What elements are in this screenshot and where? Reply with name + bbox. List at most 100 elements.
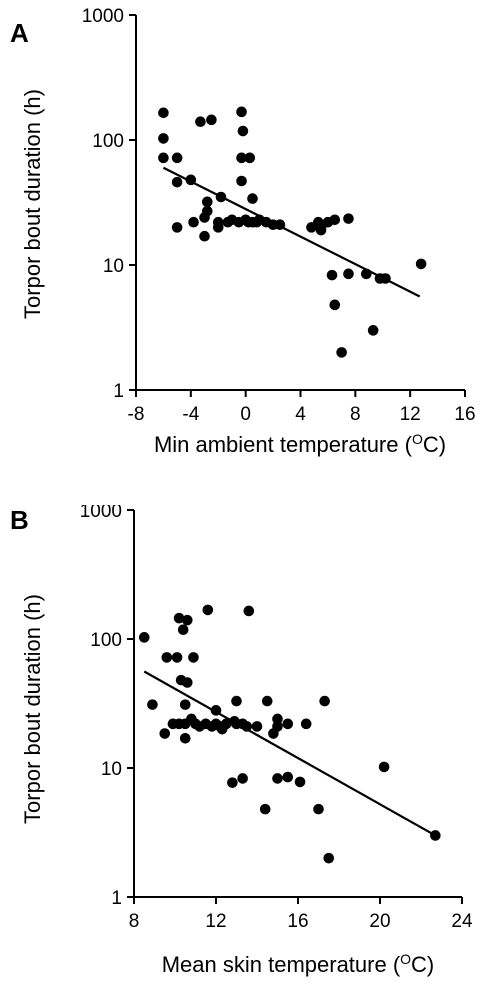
data-point [231,695,242,707]
data-point [177,624,189,636]
data-point [326,269,338,281]
y-tick-label: 10 [101,759,122,780]
data-point [182,614,193,626]
data-point [206,114,217,126]
data-point [319,695,330,707]
data-point [212,222,224,233]
data-point [236,152,247,164]
y-tick-label: 1 [111,888,122,909]
x-tick-label: 4 [295,404,306,425]
data-point [343,213,354,224]
x-axis-title-a-unit: C) [423,432,446,457]
data-point [237,773,248,784]
y-tick-label: 1000 [82,6,124,27]
data-point [236,106,247,118]
x-ticks-a: -8 -4 0 4 8 12 16 [128,390,476,425]
x-axis-title-b-text: Mean skin temperature ( [162,952,401,977]
data-point [241,721,253,732]
data-point [247,193,258,204]
trendline-b [143,670,436,837]
data-point [294,776,306,788]
data-point [300,718,312,730]
data-point [236,175,247,187]
data-point [171,176,183,188]
data-point [138,632,150,643]
x-ticks-b: 8 12 16 20 24 [129,897,473,932]
data-point [378,761,390,773]
data-point [179,699,191,710]
data-point [202,604,214,616]
data-point [199,230,210,242]
data-point [147,699,158,710]
data-point [329,214,341,226]
y-ticks-b: 1 10 100 1000 [80,505,134,909]
data-point [173,612,185,624]
y-tick-label: 10 [103,256,124,277]
x-tick-label: 24 [451,911,473,932]
data-point [430,830,441,841]
panel-label-b: B [10,505,29,535]
data-point [182,677,193,688]
trendline-line [162,166,421,298]
x-axis-title-b-degree: O [400,951,411,967]
x-axis-title-b-unit: C) [411,952,434,977]
data-points-b [138,604,441,864]
y-tick-label: 100 [90,630,122,651]
data-point [188,216,199,228]
data-point [188,652,199,663]
data-point [282,771,294,783]
data-point [220,718,232,730]
x-tick-label: 16 [287,911,308,932]
data-point [272,773,283,784]
data-point [329,299,341,311]
data-point [259,803,271,815]
data-point [195,116,206,128]
data-point [336,347,347,358]
data-point [201,196,213,208]
x-axis-title-a: Min ambient temperature (OC) [154,431,446,457]
data-point [159,728,171,739]
x-tick-label: 8 [129,911,140,932]
trendline-line [143,670,436,837]
x-axis-title-a-degree: O [412,431,423,447]
data-point [179,732,191,744]
data-point [367,325,379,336]
panel-label-a: A [10,18,29,48]
x-tick-label: 16 [454,404,475,425]
data-point [201,205,213,217]
y-tick-label: 1000 [80,505,122,522]
data-point [251,721,263,732]
data-point [158,152,169,164]
trendline-a [162,166,421,298]
data-point [415,258,427,270]
y-ticks-a: 1 10 100 1000 [82,6,136,402]
data-point [261,695,273,707]
data-point [171,152,183,164]
y-tick-label: 1 [113,381,124,402]
x-tick-label: -8 [128,404,145,425]
data-point [244,152,256,164]
data-point [282,718,294,730]
x-tick-label: 12 [400,404,421,425]
data-point [315,224,327,236]
y-tick-label: 100 [92,131,124,152]
data-point [227,777,238,788]
x-tick-label: 20 [369,911,390,932]
y-axis-title-a: Torpor bout duration (h) [20,89,45,319]
x-tick-label: -4 [182,404,199,425]
data-point [272,721,283,732]
x-tick-label: 0 [240,404,251,425]
data-point [161,652,173,663]
chart-panel-a: A Torpor bout duration (h) 1 10 100 1000 -8… [10,6,476,457]
data-point [272,713,283,725]
data-point [243,605,255,617]
data-point [171,222,183,233]
data-point [343,268,354,280]
x-axis-title-a-text: Min ambient temperature ( [154,432,413,457]
data-point [323,852,335,864]
data-point [171,652,183,663]
data-point [313,803,324,815]
data-point [237,125,249,137]
data-point [158,107,169,119]
